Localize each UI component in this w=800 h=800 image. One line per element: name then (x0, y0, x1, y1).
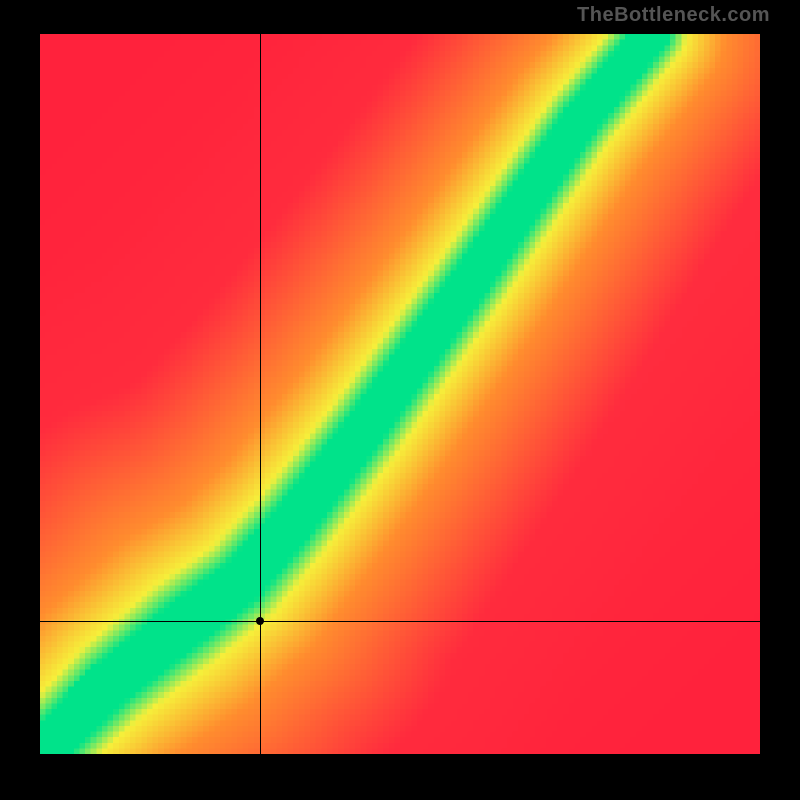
plot-area (40, 34, 760, 754)
attribution-text: TheBottleneck.com (577, 4, 770, 27)
heatmap-canvas (40, 34, 760, 754)
chart-root: TheBottleneck.com (0, 0, 800, 800)
